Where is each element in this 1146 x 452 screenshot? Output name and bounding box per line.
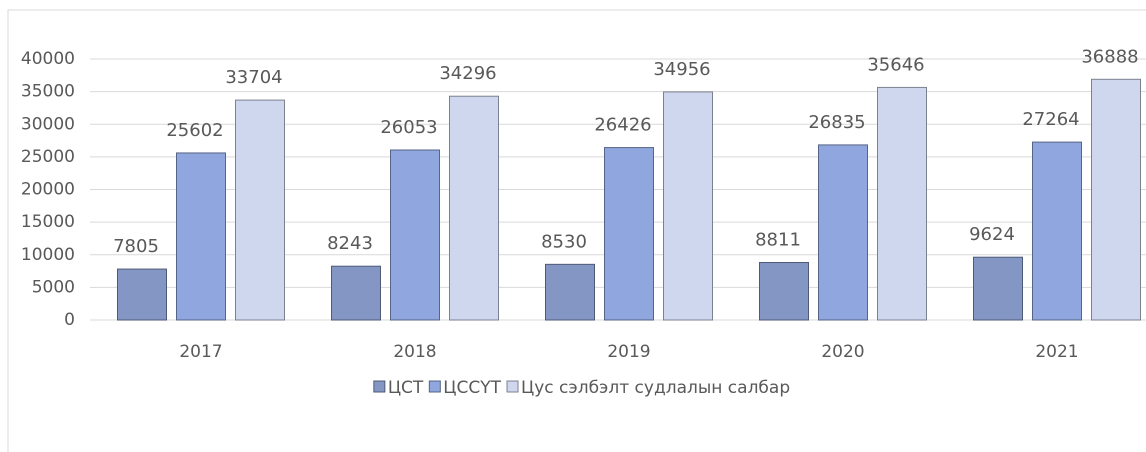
data-label: 33704 (225, 67, 282, 88)
bar (818, 144, 868, 321)
y-tick-label: 30000 (21, 114, 75, 134)
bar (235, 99, 285, 321)
bar (877, 86, 927, 321)
legend-label: ЦСТ (388, 378, 424, 398)
bar (663, 91, 713, 321)
bar (1032, 141, 1082, 321)
data-label: 7805 (113, 236, 159, 257)
data-label: 8530 (541, 231, 587, 252)
bar (176, 152, 226, 321)
data-label: 36888 (1081, 46, 1138, 67)
chart-border (7, 9, 1146, 452)
legend-label: ЦССҮТ (443, 378, 501, 398)
x-tick-label: 2019 (607, 342, 650, 362)
data-label: 8243 (327, 233, 373, 254)
bar (449, 95, 499, 321)
data-label: 34956 (653, 59, 710, 80)
data-label: 34296 (439, 63, 496, 84)
data-label: 26053 (380, 117, 437, 138)
y-tick-label: 10000 (21, 245, 75, 265)
y-tick-label: 20000 (21, 180, 75, 200)
bar (545, 263, 595, 321)
legend-swatch (506, 380, 519, 393)
x-tick-label: 2018 (393, 342, 436, 362)
x-tick-label: 2021 (1035, 342, 1078, 362)
data-label: 26835 (808, 112, 865, 133)
bar (604, 147, 654, 321)
y-tick-label: 15000 (21, 212, 75, 232)
bar (1091, 78, 1141, 321)
y-tick-label: 0 (64, 310, 75, 330)
legend-swatch (373, 380, 386, 393)
bar (331, 265, 381, 321)
data-label: 8811 (755, 230, 801, 251)
x-tick-label: 2017 (179, 342, 222, 362)
data-label: 27264 (1022, 109, 1079, 130)
y-tick-label: 25000 (21, 147, 75, 167)
y-tick-label: 35000 (21, 82, 75, 102)
y-tick-label: 40000 (21, 49, 75, 69)
x-tick-label: 2020 (821, 342, 864, 362)
bar (973, 256, 1023, 321)
data-label: 9624 (969, 224, 1015, 245)
legend-swatch (428, 380, 441, 393)
bar (117, 268, 167, 321)
data-label: 26426 (594, 115, 651, 136)
legend-label: Цус сэлбэлт судлалын салбар (521, 378, 790, 398)
data-label: 35646 (867, 54, 924, 75)
bar (390, 149, 440, 321)
y-tick-label: 5000 (32, 277, 75, 297)
data-label: 25602 (166, 120, 223, 141)
bar (759, 262, 809, 321)
